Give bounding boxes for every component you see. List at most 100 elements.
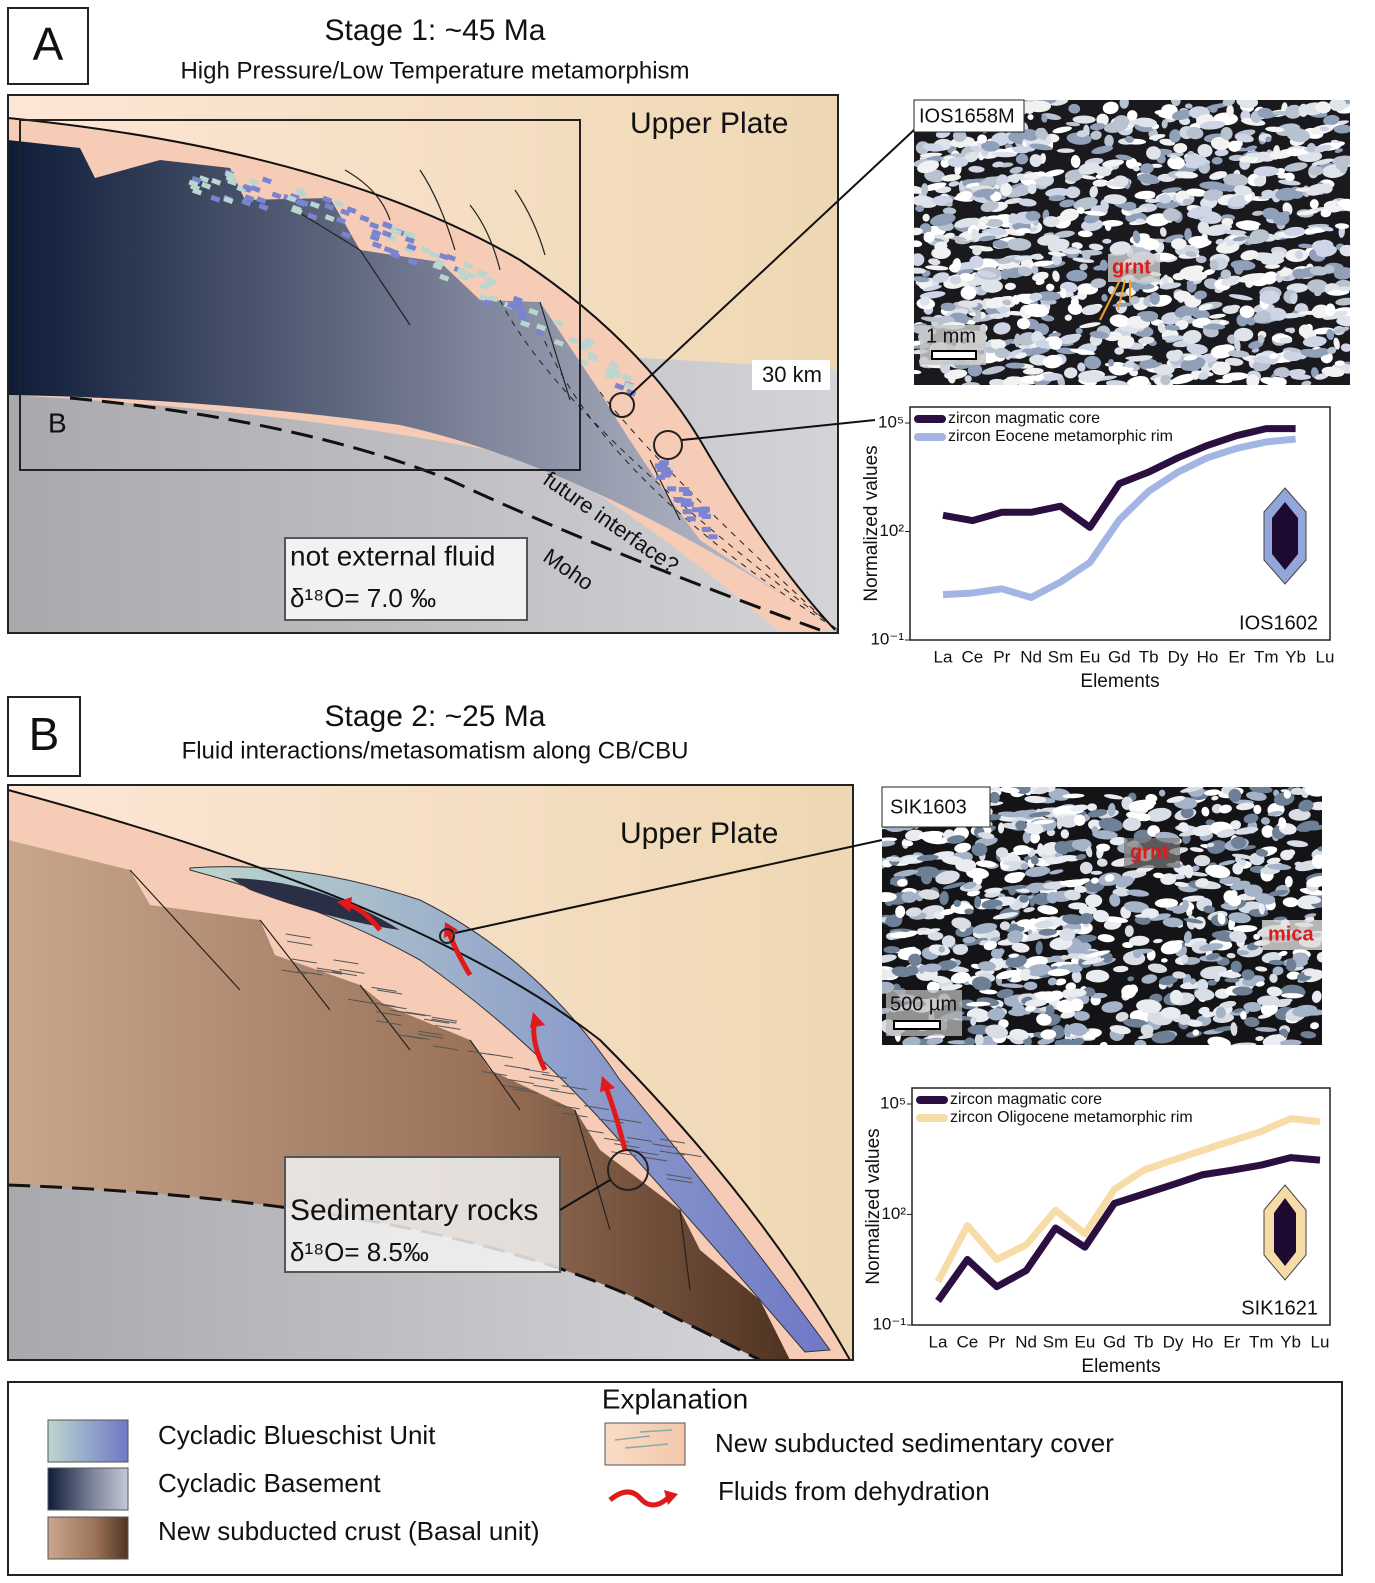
y-tick-label: 10⁻¹ xyxy=(872,1314,906,1333)
x-tick-label: Ho xyxy=(1192,1332,1214,1351)
x-tick-label: Tm xyxy=(1249,1332,1274,1351)
sample-label: SIK1621 xyxy=(1241,1297,1318,1319)
x-tick-label: Nd xyxy=(1020,647,1042,666)
legend-label: Fluids from dehydration xyxy=(718,1476,990,1506)
x-tick-label: Tb xyxy=(1139,647,1159,666)
grain xyxy=(1082,250,1091,260)
blueschist-block xyxy=(657,467,666,472)
y-tick-label: 10² xyxy=(881,1204,906,1223)
blueschist-block xyxy=(683,509,692,514)
panel-subtitle: High Pressure/Low Temperature metamorphi… xyxy=(180,57,689,84)
x-tick-label: Nd xyxy=(1015,1332,1037,1351)
legend-label: zircon magmatic core xyxy=(948,410,1100,427)
blueschist-block xyxy=(679,487,688,492)
mineral-label: mica xyxy=(1268,923,1314,945)
grain xyxy=(1242,969,1255,980)
ree-chart: 10⁵ 10² 10⁻¹ La Ce Pr Nd Sm Eu Gd Tb Dy Ho Er Tm Yb Lu El… xyxy=(861,407,1334,692)
x-tick-label: Lu xyxy=(1311,1332,1330,1351)
x-tick-label: Yb xyxy=(1285,647,1306,666)
ree-chart: 10⁵10²10⁻¹LaCePrNdSmEuGdTbDyHoErTmYbLuEl… xyxy=(863,1088,1330,1377)
sample-label: IOS1602 xyxy=(1239,612,1318,634)
x-tick-label: Tm xyxy=(1254,647,1279,666)
y-axis-label: Normalized values xyxy=(861,445,882,601)
x-tick-label: Ce xyxy=(962,647,984,666)
legend-label: New subducted crust (Basal unit) xyxy=(158,1516,540,1546)
cross-section-b xyxy=(8,785,853,1360)
panel-letter: B xyxy=(29,708,60,760)
legend-label: Cycladic Blueschist Unit xyxy=(158,1420,436,1450)
legend-swatch xyxy=(48,1468,128,1510)
grain xyxy=(1225,978,1240,983)
legend-label: zircon magmatic core xyxy=(950,1091,1102,1108)
legend-label: New subducted sedimentary cover xyxy=(715,1428,1114,1458)
legend-swatch xyxy=(664,1490,678,1505)
x-tick-label: Er xyxy=(1228,647,1245,666)
grain xyxy=(1134,1040,1146,1049)
x-tick-label: Er xyxy=(1223,1332,1240,1351)
y-tick-label: 10² xyxy=(879,521,904,540)
panel-letter: A xyxy=(33,18,64,70)
x-tick-label: Gd xyxy=(1103,1332,1126,1351)
blueschist-block xyxy=(701,508,710,513)
y-tick-label: 10⁵ xyxy=(880,1093,906,1112)
legend-swatch xyxy=(605,1423,685,1465)
grain xyxy=(1194,855,1210,866)
y-tick-label: 10⁵ xyxy=(878,412,904,431)
upper-plate-label: Upper Plate xyxy=(630,107,788,140)
mineral-label: grnt xyxy=(1130,841,1169,863)
x-tick-label: La xyxy=(934,647,953,666)
y-tick-label: 10⁻¹ xyxy=(870,629,904,648)
grain xyxy=(1146,146,1161,160)
grain xyxy=(1170,990,1183,1004)
figure: A Stage 1: ~45 Ma High Pressure/Low Temp… xyxy=(0,0,1375,1583)
x-axis-label: Elements xyxy=(1080,671,1159,692)
note-text: Sedimentary rocks xyxy=(290,1194,538,1227)
legend-label: zircon Eocene metamorphic rim xyxy=(948,428,1173,445)
note-text: not external fluid xyxy=(290,540,495,571)
note-text: δ¹⁸O= 7.0 ‰ xyxy=(290,583,436,613)
x-tick-label: Pr xyxy=(988,1332,1005,1351)
legend-swatch xyxy=(48,1420,128,1462)
scale-bar xyxy=(932,351,976,359)
x-tick-label: Dy xyxy=(1163,1332,1184,1351)
grain xyxy=(1234,328,1253,342)
x-tick-label: Dy xyxy=(1168,647,1189,666)
panel-title: Stage 2: ~25 Ma xyxy=(325,700,546,733)
legend-label: zircon Oligocene metamorphic rim xyxy=(950,1109,1193,1126)
x-tick-label: Ce xyxy=(957,1332,979,1351)
x-tick-label: Ho xyxy=(1197,647,1219,666)
x-tick-label: Lu xyxy=(1316,647,1335,666)
blueschist-block xyxy=(681,502,690,507)
blueschist-block xyxy=(687,516,696,521)
blueschist-block xyxy=(692,507,701,512)
x-tick-label: Tb xyxy=(1134,1332,1154,1351)
grain xyxy=(1319,183,1332,193)
panel-subtitle: Fluid interactions/metasomatism along CB… xyxy=(182,737,689,764)
x-tick-label: Sm xyxy=(1048,647,1074,666)
mineral-label: grnt xyxy=(1112,256,1151,278)
x-tick-label: La xyxy=(929,1332,948,1351)
legend-swatch xyxy=(610,1492,668,1505)
grain xyxy=(1057,148,1075,152)
x-tick-label: Yb xyxy=(1280,1332,1301,1351)
blueschist-block xyxy=(702,527,711,532)
sample-label: IOS1658M xyxy=(919,105,1015,127)
scale-bar xyxy=(894,1021,940,1029)
x-tick-label: Gd xyxy=(1108,647,1131,666)
x-axis-label: Elements xyxy=(1081,1356,1160,1377)
grain xyxy=(1329,98,1346,111)
grain xyxy=(1096,844,1110,852)
legend-swatch xyxy=(48,1517,128,1559)
scale-label: 1 mm xyxy=(926,325,976,347)
legend-title: Explanation xyxy=(602,1383,748,1414)
grain xyxy=(1161,1007,1181,1019)
blueschist-block xyxy=(656,475,665,480)
upper-plate-label: Upper Plate xyxy=(620,817,778,850)
blueschist-block xyxy=(708,534,717,539)
grain xyxy=(1232,987,1253,996)
x-tick-label: Pr xyxy=(993,647,1010,666)
y-axis-label: Normalized values xyxy=(863,1128,884,1284)
inset-label: B xyxy=(48,407,67,438)
legend-label: Cycladic Basement xyxy=(158,1468,381,1498)
x-tick-label: Eu xyxy=(1080,647,1101,666)
